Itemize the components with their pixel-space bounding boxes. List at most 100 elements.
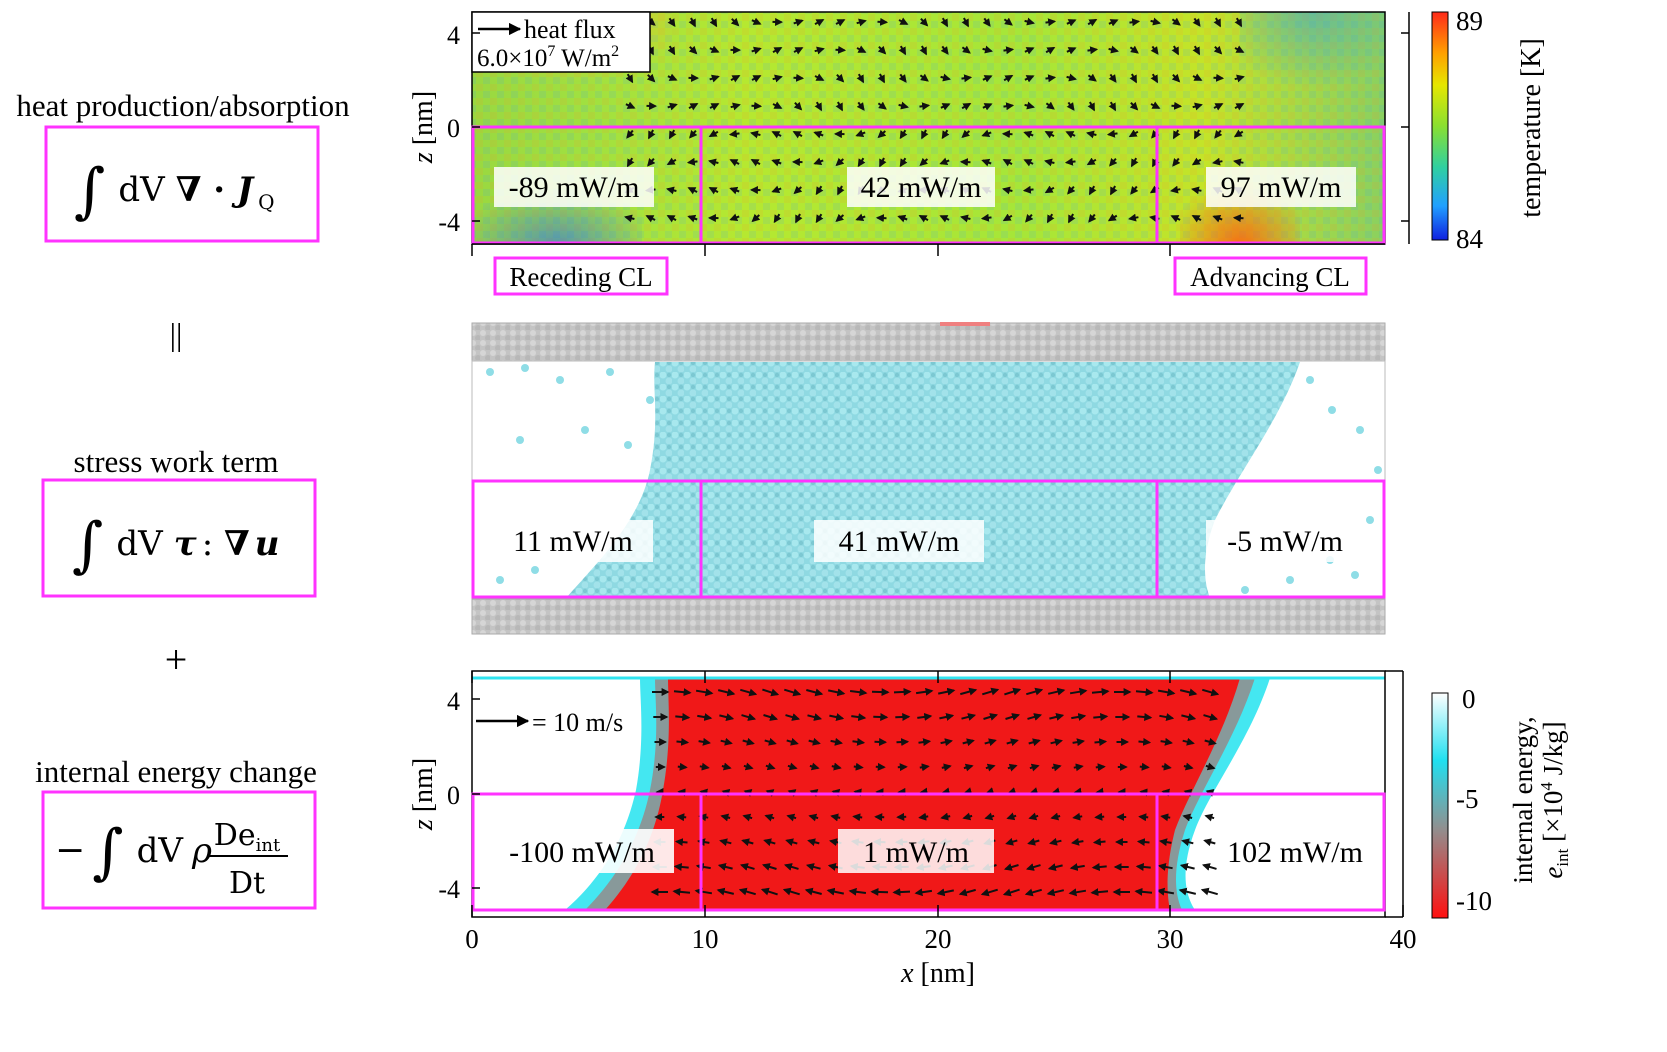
velocity-arrow — [1204, 813, 1215, 822]
heat-flux-arrow — [919, 102, 931, 111]
heat-flux-arrow — [1087, 101, 1095, 112]
heat-flux-arrow — [1171, 101, 1183, 110]
heat-flux-arrow — [1087, 46, 1099, 55]
bottom-region-center-value: 1 mW/m — [863, 836, 969, 869]
velocity-arrow — [783, 863, 799, 871]
velocity-arrow — [673, 688, 692, 697]
top-panel: heat flux 6.0×107 W/m2 -89 mW/m 42 mW/m … — [408, 6, 1547, 296]
heat-flux-arrow — [1213, 73, 1225, 82]
colorbar-energy-tick-neg10: -10 — [1456, 886, 1492, 916]
advancing-cl-box — [1173, 256, 1368, 296]
heat-flux-arrow — [856, 73, 865, 84]
vapor-molecule — [624, 441, 632, 449]
heat-flux-arrow — [688, 103, 699, 111]
heat-flux-arrow — [624, 214, 635, 223]
velocity-arrow — [984, 738, 997, 747]
velocity-arrow — [962, 738, 975, 747]
middle-panel: 11 mW/m 41 mW/m -5 mW/m — [471, 322, 1386, 635]
heat-flux-arrow — [899, 157, 908, 168]
heat-flux-arrow — [1046, 213, 1055, 224]
heat-flux-arrow — [625, 101, 636, 109]
velocity-arrow — [1028, 812, 1039, 821]
heat-flux-arrow — [1129, 101, 1139, 111]
velocity-arrow — [761, 863, 777, 871]
heat-flux-arrow — [1110, 185, 1118, 196]
velocity-arrow — [826, 887, 845, 896]
internal-formula-denominator: Dt — [229, 866, 265, 901]
velocity-arrow — [852, 813, 863, 822]
velocity-arrow — [1069, 863, 1085, 872]
heat-flux-arrow — [730, 17, 740, 27]
heat-flux-arrow — [792, 131, 803, 139]
heat-flux-arrow — [668, 129, 677, 140]
heat-flux-arrow — [835, 73, 845, 83]
heat-flux-arrow — [1068, 213, 1076, 224]
heat-flux-arrow — [1025, 213, 1034, 223]
velocity-arrow — [1072, 812, 1083, 821]
heat-flux-arrow — [1108, 19, 1119, 27]
velocity-arrow — [1029, 763, 1040, 772]
heat-flux-arrow — [1024, 47, 1035, 55]
velocity-arrow — [849, 688, 868, 697]
heat-flux-arrow — [1214, 129, 1223, 139]
heat-flux-arrow — [877, 129, 887, 139]
heat-flux-arrow — [1087, 73, 1097, 82]
heat-flux-arrow — [751, 101, 763, 110]
velocity-arrow — [785, 838, 798, 847]
internal-energy-colorbar: 0 -5 -10 internal energy, eint [×104 J/k… — [1431, 684, 1572, 919]
heat-flux-arrow — [1003, 17, 1013, 26]
velocity-arrow — [1068, 888, 1087, 897]
velocity-arrow — [765, 762, 776, 771]
heat-flux-arrow — [1213, 103, 1224, 111]
velocity-arrow — [896, 738, 910, 747]
heat-flux-arrow — [772, 74, 783, 83]
velocity-arrow — [743, 762, 754, 771]
heat-flux-arrow — [751, 213, 761, 223]
heat-flux-arrow — [919, 73, 929, 82]
heat-flux-arrow — [960, 214, 971, 223]
velocity-arrow — [1071, 712, 1087, 721]
heat-flux-arrow — [856, 101, 865, 111]
vapor-molecule — [486, 368, 494, 376]
velocity-arrow — [806, 688, 824, 697]
vapor-molecules — [486, 364, 1382, 594]
heat-flux-arrow — [813, 130, 824, 139]
velocity-arrow — [1091, 863, 1107, 872]
top-region-boxes — [471, 125, 1386, 245]
velocity-arrow — [982, 687, 1000, 696]
velocity-arrow — [672, 887, 691, 896]
heat-flux-arrow — [772, 47, 783, 55]
heat-flux-arrow — [1022, 185, 1034, 194]
heat-flux-arrow — [667, 45, 676, 56]
velocity-arrow — [697, 713, 713, 722]
heat-flux-arrow — [1066, 47, 1077, 55]
heat-flux-arrow — [1130, 157, 1139, 168]
velocity-arrow — [741, 838, 754, 847]
velocity-arrow — [676, 737, 690, 746]
bottom-ytick-0: 0 — [447, 781, 460, 810]
colorbar-temp-label: temperature [K] — [1516, 38, 1547, 218]
xtick-30: 30 — [1157, 924, 1184, 954]
heat-flux-arrow — [980, 213, 992, 222]
heat-flux-arrow — [729, 186, 740, 195]
velocity-arrow — [1051, 763, 1062, 772]
heat-flux-arrow — [1150, 101, 1161, 109]
velocity-arrow — [809, 762, 820, 771]
legend-heat-flux-value: 6.0×107 W/m2 — [477, 43, 619, 72]
velocity-arrow — [786, 813, 797, 822]
heat-flux-arrow — [855, 129, 866, 138]
velocity-arrow — [919, 787, 928, 796]
heat-flux-arrow — [1086, 130, 1097, 139]
equals-sign: || — [170, 316, 183, 352]
velocity-arrow — [983, 713, 999, 721]
heat-flux-arrow — [772, 101, 783, 109]
heat-flux-arrow — [857, 157, 866, 168]
heat-flux-arrow — [813, 157, 824, 166]
heat-flux-arrow — [626, 129, 635, 139]
heat-flux-arrow — [773, 213, 782, 224]
velocity-arrow — [1051, 787, 1061, 796]
heat-flux-arrow — [815, 185, 824, 196]
velocity-arrow — [698, 737, 711, 746]
velocity-arrow — [805, 863, 821, 871]
velocity-arrow — [853, 762, 864, 771]
